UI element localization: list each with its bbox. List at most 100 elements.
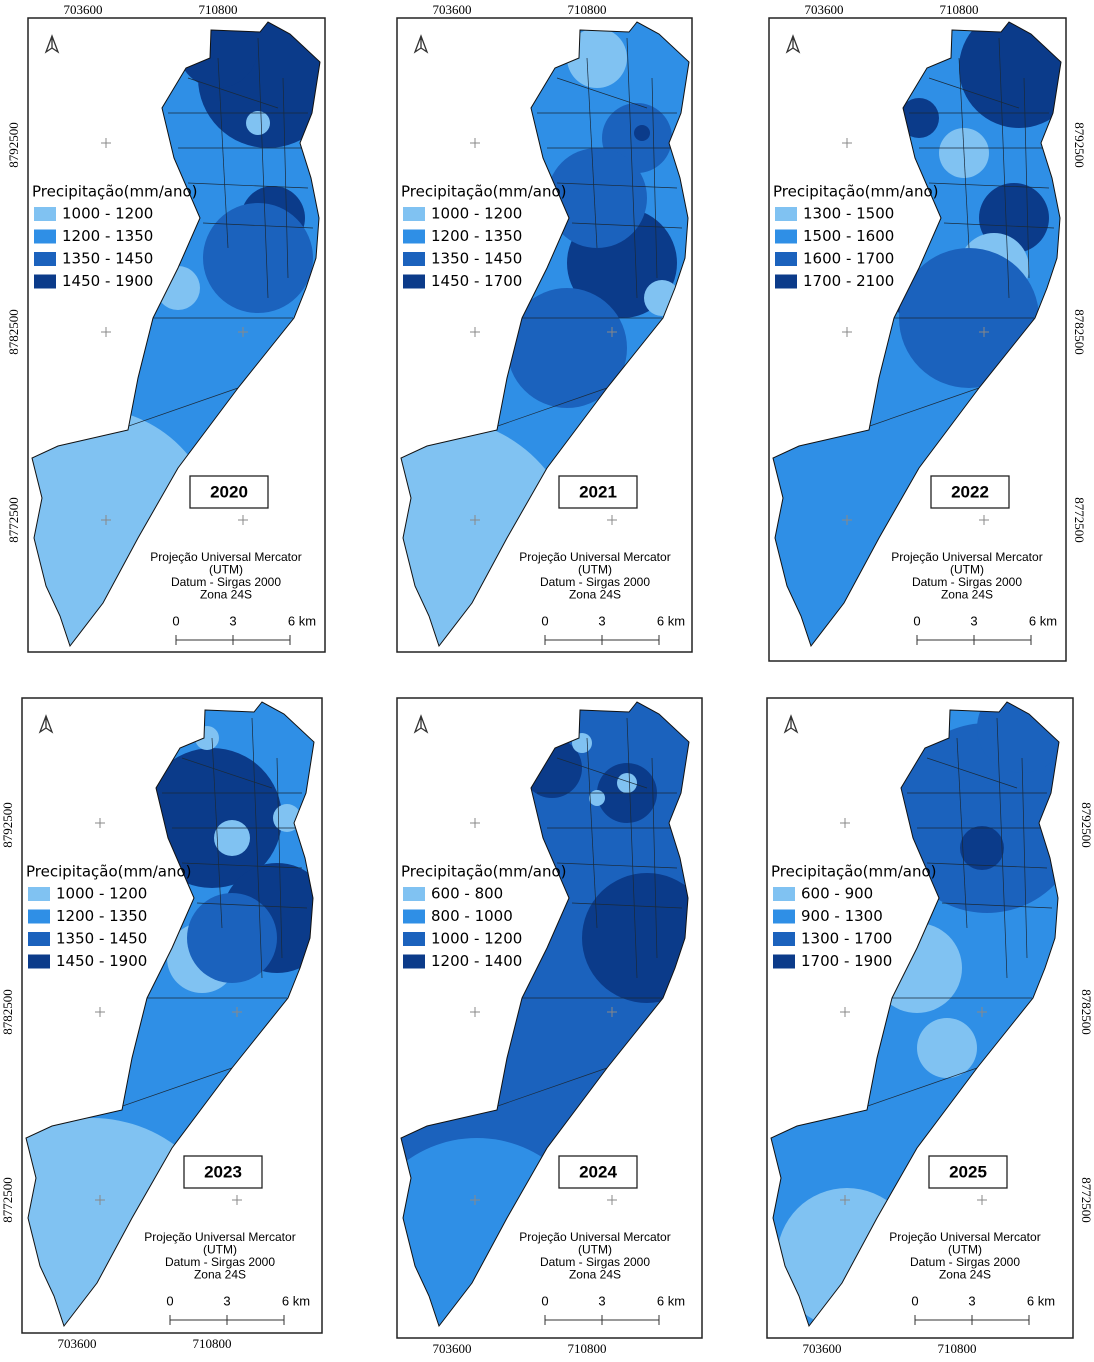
legend-label: 600 - 800	[431, 885, 503, 903]
legend-swatch	[34, 207, 56, 221]
scale-label: 0	[166, 1293, 173, 1308]
x-coord-label: 703600	[803, 1341, 842, 1356]
legend-swatch	[34, 252, 56, 266]
y-coord-label: 8792500	[0, 802, 15, 848]
scale-label: 3	[229, 613, 236, 628]
legend-label: 1000 - 1200	[56, 885, 147, 903]
legend-label: 1350 - 1450	[62, 250, 153, 268]
legend-label: 1450 - 1900	[62, 272, 153, 290]
legend-swatch	[773, 910, 795, 924]
legend-label: 800 - 1000	[431, 907, 513, 925]
legend-swatch	[34, 275, 56, 289]
legend-label: 1350 - 1450	[431, 250, 522, 268]
projection-text: Zona 24S	[569, 1268, 621, 1282]
legend-title: Precipitação(mm/ano)	[32, 183, 198, 201]
legend-title: Precipitação(mm/ano)	[401, 863, 567, 881]
legend-swatch	[28, 887, 50, 901]
projection-text: Zona 24S	[941, 588, 993, 602]
legend-swatch	[775, 230, 797, 244]
legend-swatch	[775, 207, 797, 221]
projection-text: Zona 24S	[200, 588, 252, 602]
year-label: 2020	[210, 482, 248, 501]
scale-label: 3	[223, 1293, 230, 1308]
legend-label: 1350 - 1450	[56, 930, 147, 948]
legend-label: 1700 - 1900	[801, 952, 892, 970]
y-coord-label: 8782500	[1072, 309, 1087, 355]
legend-swatch	[773, 932, 795, 946]
map-panel: Precipitação(mm/ano) 1000 - 1200 1200 - 13…	[297, 2, 692, 698]
x-coord-label: 703600	[64, 2, 103, 17]
projection-text: Zona 24S	[939, 1268, 991, 1282]
legend-label: 1200 - 1350	[62, 227, 153, 245]
scale-label: 6 km	[657, 1293, 685, 1308]
legend-swatch	[28, 955, 50, 969]
scale-label: 6 km	[1029, 613, 1057, 628]
legend-label: 1000 - 1200	[431, 205, 522, 223]
legend-swatch	[34, 230, 56, 244]
legend-title: Precipitação(mm/ano)	[401, 183, 567, 201]
scale-label: 0	[913, 613, 920, 628]
x-coord-label: 703600	[433, 1341, 472, 1356]
map-panel: Precipitação(mm/ano) 600 - 900 900 - 1300 1…	[767, 683, 1094, 1356]
scale-label: 6 km	[282, 1293, 310, 1308]
precip-zone	[214, 820, 250, 856]
precip-zone	[203, 203, 313, 313]
x-coord-label: 710800	[568, 1341, 607, 1356]
legend-swatch	[403, 955, 425, 969]
y-coord-label: 8792500	[6, 122, 21, 168]
legend-label: 1600 - 1700	[803, 250, 894, 268]
y-coord-label: 8772500	[0, 1177, 15, 1223]
y-coord-label: 8772500	[6, 497, 21, 543]
legend-swatch	[403, 275, 425, 289]
precip-zone	[187, 893, 277, 983]
legend-swatch	[28, 932, 50, 946]
legend-title: Precipitação(mm/ano)	[773, 183, 939, 201]
figure: Precipitação(mm/ano) 1000 - 1200 1200 - 13…	[0, 0, 1094, 1358]
legend-swatch	[773, 887, 795, 901]
legend-label: 1500 - 1600	[803, 227, 894, 245]
legend-swatch	[775, 275, 797, 289]
x-coord-label: 710800	[199, 2, 238, 17]
year-label: 2021	[579, 482, 617, 501]
legend-swatch	[775, 252, 797, 266]
legend-swatch	[773, 955, 795, 969]
year-label: 2022	[951, 482, 989, 501]
legend-swatch	[403, 230, 425, 244]
scale-label: 0	[541, 613, 548, 628]
scale-label: 0	[911, 1293, 918, 1308]
legend-title: Precipitação(mm/ano)	[26, 863, 192, 881]
legend-label: 1200 - 1350	[431, 227, 522, 245]
legend-title: Precipitação(mm/ano)	[771, 863, 937, 881]
legend-label: 1000 - 1200	[62, 205, 153, 223]
legend-label: 1450 - 1900	[56, 952, 147, 970]
legend-swatch	[403, 207, 425, 221]
scale-label: 6 km	[1027, 1293, 1055, 1308]
map-panel: Precipitação(mm/ano) 600 - 800 800 - 1000 1…	[357, 698, 712, 1358]
legend-label: 1200 - 1400	[431, 952, 522, 970]
scale-label: 0	[172, 613, 179, 628]
y-coord-label: 8792500	[1072, 122, 1087, 168]
scale-label: 3	[598, 1293, 605, 1308]
y-coord-label: 8782500	[1079, 989, 1094, 1035]
precip-zone	[960, 826, 1004, 870]
precip-zone	[917, 1018, 977, 1078]
scale-label: 3	[598, 613, 605, 628]
legend-label: 1700 - 2100	[803, 272, 894, 290]
map-panel: Precipitação(mm/ano) 1000 - 1200 1200 - 13…	[0, 2, 338, 668]
scale-label: 0	[541, 1293, 548, 1308]
precip-zone	[246, 111, 270, 135]
precip-zone	[617, 773, 637, 793]
precip-zone	[589, 790, 605, 806]
legend-swatch	[403, 252, 425, 266]
legend-label: 600 - 900	[801, 885, 873, 903]
x-coord-label: 703600	[58, 1336, 97, 1351]
legend-label: 900 - 1300	[801, 907, 883, 925]
x-coord-label: 710800	[940, 2, 979, 17]
y-coord-label: 8782500	[6, 309, 21, 355]
scale-label: 6 km	[288, 613, 316, 628]
legend-swatch	[403, 910, 425, 924]
year-label: 2023	[204, 1162, 242, 1181]
year-label: 2025	[949, 1162, 987, 1181]
y-coord-label: 8792500	[1079, 802, 1094, 848]
